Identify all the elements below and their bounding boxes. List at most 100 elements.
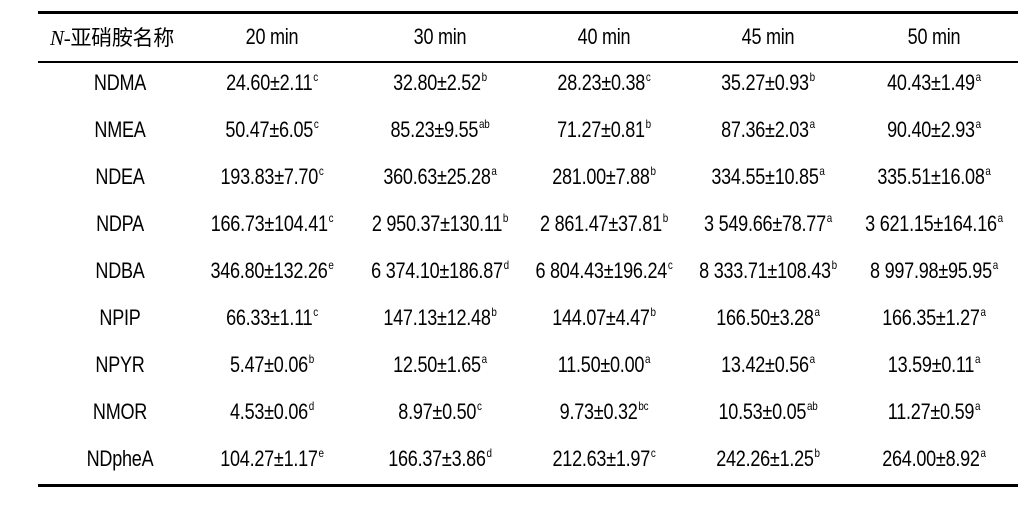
cell-value: 13.59±0.11 — [887, 352, 975, 377]
data-cell: 6 804.43±196.24c — [535, 258, 672, 284]
significance-letter: c — [313, 305, 318, 319]
cell-value: 212.63±1.97 — [552, 446, 651, 471]
cell-value: 147.13±12.48 — [383, 305, 491, 330]
cell-value: 24.60±2.11 — [226, 70, 313, 95]
cell-value: 3 549.66±78.77 — [704, 211, 826, 236]
cell-value: 166.35±1.27 — [882, 305, 980, 330]
cell-value: 2 950.37±130.11 — [371, 211, 503, 236]
significance-letter: bc — [638, 399, 649, 413]
data-cell: 10.53±0.05ab — [719, 399, 818, 425]
cell-value: 66.33±1.11 — [226, 305, 313, 330]
significance-letter: b — [650, 305, 656, 319]
cell-value: 144.07±4.47 — [552, 305, 650, 330]
significance-letter: a — [997, 211, 1003, 225]
cell-value: 85.23±9.55 — [390, 117, 479, 142]
significance-letter: c — [328, 211, 334, 225]
data-cell: 32.80±2.52b — [393, 70, 487, 96]
data-cell: 24.60±2.11c — [226, 70, 318, 96]
cell-value: 8.97±0.50 — [398, 399, 477, 424]
cell-value: 87.36±2.03 — [721, 117, 809, 142]
significance-letter: a — [826, 211, 832, 225]
data-cell: 5.47±0.06b — [230, 352, 314, 378]
column-header: 40 min — [577, 24, 631, 49]
significance-letter: b — [491, 305, 497, 319]
data-cell: 71.27±0.81b — [557, 117, 651, 143]
significance-letter: c — [313, 70, 318, 84]
significance-letter: c — [650, 446, 656, 460]
significance-letter: b — [645, 117, 651, 131]
cell-value: 40.43±1.49 — [887, 70, 975, 95]
data-cell: 9.73±0.32bc — [560, 399, 649, 425]
data-cell: 360.63±25.28a — [383, 164, 497, 190]
significance-letter: ab — [807, 399, 818, 413]
data-cell: 104.27±1.17e — [220, 446, 324, 472]
cell-value: 50.47±6.05 — [225, 117, 314, 142]
data-cell: 28.23±0.38c — [557, 70, 650, 96]
data-cell: 242.26±1.25b — [716, 446, 820, 472]
cell-value: 335.51±16.08 — [877, 164, 985, 189]
row-name: NMEA — [94, 117, 146, 142]
data-cell: 87.36±2.03a — [721, 117, 815, 143]
significance-letter: a — [975, 117, 981, 131]
data-cell: 8.97±0.50c — [398, 399, 482, 425]
significance-letter: a — [814, 305, 820, 319]
data-cell: 334.55±10.85a — [711, 164, 825, 190]
significance-letter: b — [650, 164, 656, 178]
data-cell: 147.13±12.48b — [383, 305, 497, 331]
header-rule — [38, 61, 1018, 63]
cell-value: 71.27±0.81 — [557, 117, 645, 142]
significance-letter: a — [819, 164, 825, 178]
significance-letter: b — [814, 446, 820, 460]
significance-letter: ab — [479, 117, 490, 131]
significance-letter: c — [667, 258, 673, 272]
data-cell: 212.63±1.97c — [553, 446, 656, 472]
cell-value: 10.53±0.05 — [718, 399, 807, 424]
data-cell: 281.00±7.88b — [552, 164, 656, 190]
column-header: 45 min — [741, 24, 795, 49]
significance-letter: a — [975, 70, 981, 84]
cell-value: 8 333.71±108.43 — [699, 258, 831, 283]
cell-value: 8 997.98±95.95 — [870, 258, 992, 283]
data-cell: 4.53±0.06d — [230, 399, 314, 425]
significance-letter: a — [481, 352, 487, 366]
cell-value: 104.27±1.17 — [220, 446, 318, 471]
cell-value: 2 861.47±37.81 — [540, 211, 662, 236]
cell-value: 166.37±3.86 — [388, 446, 486, 471]
data-cell: 90.40±2.93a — [887, 117, 981, 143]
italic-n: N — [50, 26, 64, 50]
data-cell: 13.59±0.11a — [887, 352, 981, 378]
data-cell: 193.83±7.70c — [221, 164, 324, 190]
row-name: NDEA — [95, 164, 145, 189]
data-cell: 8 333.71±108.43b — [699, 258, 837, 284]
cell-value: 166.50±3.28 — [716, 305, 814, 330]
data-cell: 35.27±0.93b — [721, 70, 815, 96]
column-header: 20 min — [245, 24, 299, 49]
column-header: 50 min — [907, 24, 961, 49]
data-cell: 11.27±0.59a — [888, 399, 981, 425]
significance-letter: d — [503, 258, 509, 272]
cell-value: 6 804.43±196.24 — [535, 258, 668, 283]
significance-letter: a — [491, 164, 497, 178]
significance-letter: b — [308, 352, 314, 366]
data-cell: 264.00±8.92a — [882, 446, 986, 472]
cell-value: 35.27±0.93 — [721, 70, 809, 95]
row-name: NDBA — [95, 258, 145, 283]
cell-value: 6 374.10±186.87 — [371, 258, 503, 283]
significance-letter: a — [809, 117, 815, 131]
significance-letter: b — [662, 211, 668, 225]
data-cell: 144.07±4.47b — [552, 305, 656, 331]
data-cell: 12.50±1.65a — [393, 352, 487, 378]
column-header: 30 min — [413, 24, 467, 49]
cell-value: 32.80±2.52 — [393, 70, 481, 95]
cell-value: 3 621.15±164.16 — [865, 211, 997, 236]
data-cell: 6 374.10±186.87d — [371, 258, 509, 284]
significance-letter: b — [809, 70, 815, 84]
significance-letter: d — [308, 399, 314, 413]
significance-letter: b — [831, 258, 837, 272]
significance-letter: a — [974, 399, 981, 413]
significance-letter: c — [645, 70, 651, 84]
cell-value: 9.73±0.32 — [559, 399, 638, 424]
data-cell: 2 861.47±37.81b — [540, 211, 668, 237]
data-cell: 2 950.37±130.11b — [371, 211, 509, 237]
